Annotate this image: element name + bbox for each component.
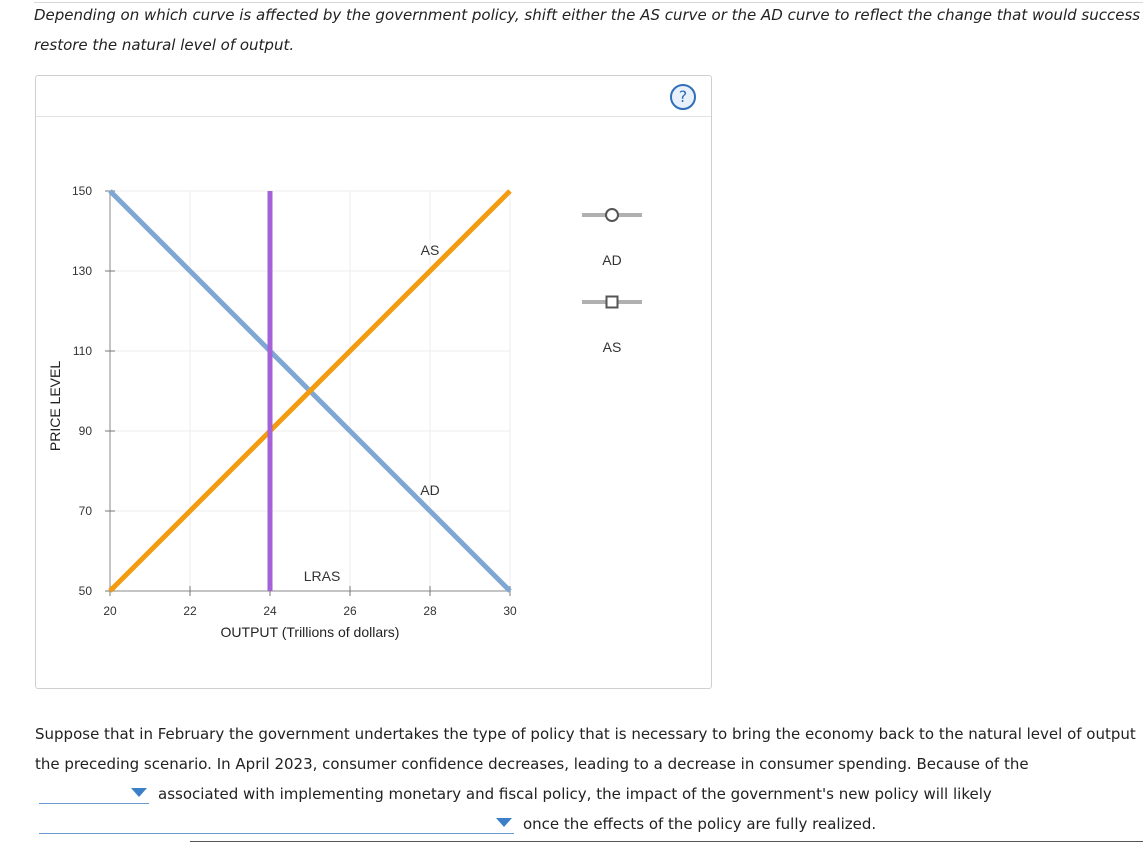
lras-curve-label: LRAS (304, 568, 341, 584)
y-tick-label: 130 (72, 264, 92, 278)
ad-curve-label: AD (420, 482, 439, 498)
square-marker-icon (605, 295, 619, 309)
x-tick-label: 22 (183, 604, 197, 618)
x-tick-label: 20 (103, 604, 117, 618)
paragraph-line-1: Suppose that in February the government … (35, 725, 1136, 743)
circle-marker-icon (605, 208, 619, 222)
paragraph-line-4: once the effects of the policy are fully… (523, 815, 877, 833)
chart[interactable]: 20 22 24 26 28 30 50 70 90 110 130 150 AD AS LRAS OU… (36, 76, 711, 688)
as-curve[interactable] (108, 189, 512, 593)
graph-panel: ? 20 22 24 26 28 30 50 70 90 110 130 150 AD AS LRAS … (35, 75, 712, 689)
y-tick-label: 90 (79, 424, 93, 438)
bottom-divider (190, 841, 1143, 842)
y-ticks: 50 70 90 110 130 150 (72, 184, 115, 598)
legend-label-ad: AD (602, 252, 621, 268)
x-axis-label: OUTPUT (Trillions of dollars) (221, 624, 400, 640)
top-divider (34, 2, 1143, 3)
legend-label-as: AS (603, 339, 622, 355)
as-curve-label: AS (421, 242, 440, 258)
series (108, 189, 512, 593)
dropdown-lag-select[interactable] (39, 783, 149, 804)
legend: AD AS (582, 208, 642, 356)
legend-item-ad[interactable]: AD (582, 208, 642, 268)
y-tick-label: 150 (72, 184, 92, 198)
y-tick-label: 110 (73, 344, 92, 358)
x-ticks: 20 22 24 26 28 30 (103, 586, 517, 618)
x-tick-label: 24 (263, 604, 277, 618)
y-tick-label: 70 (79, 504, 93, 518)
panel-header-divider (36, 116, 711, 117)
series-labels: AD AS LRAS (304, 242, 440, 584)
x-tick-label: 30 (503, 604, 517, 618)
chevron-down-icon (131, 788, 147, 797)
x-tick-label: 28 (423, 604, 437, 618)
instructions-line-1: Depending on which curve is affected by … (34, 6, 1141, 24)
paragraph-line-3: associated with implementing monetary an… (158, 785, 992, 803)
legend-item-as[interactable]: AS (582, 295, 642, 356)
dropdown-impact-select[interactable] (39, 813, 514, 834)
chevron-down-icon (496, 818, 512, 827)
instructions-line-2: restore the natural level of output. (34, 36, 295, 54)
x-tick-label: 26 (343, 604, 357, 618)
y-tick-label: 50 (79, 584, 93, 598)
help-icon[interactable]: ? (670, 84, 696, 110)
paragraph-line-2: the preceding scenario. In April 2023, c… (35, 755, 1029, 773)
y-axis-label: PRICE LEVEL (47, 361, 63, 451)
axes (109, 191, 510, 592)
